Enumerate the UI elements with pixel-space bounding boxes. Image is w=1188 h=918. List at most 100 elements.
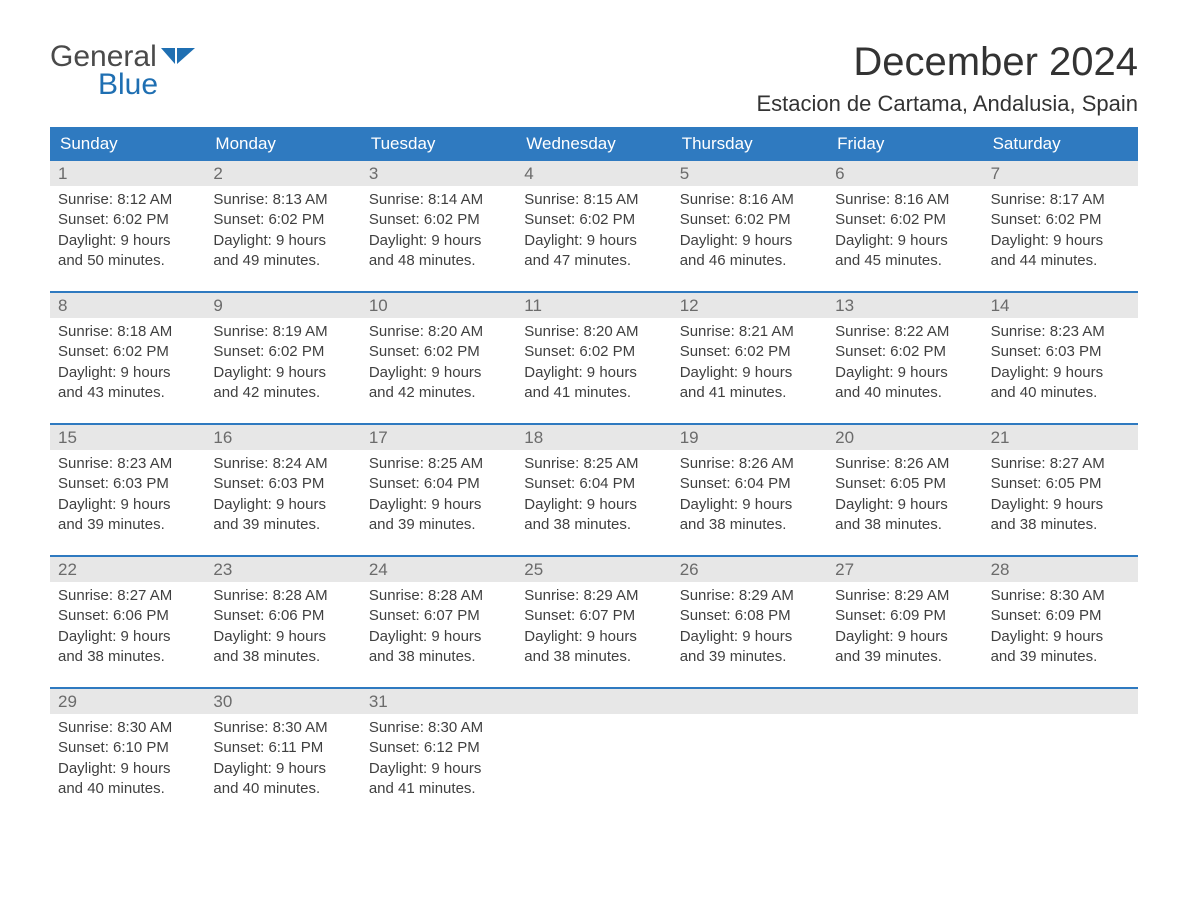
day-data: Sunrise: 8:29 AMSunset: 6:08 PMDaylight:… <box>672 582 827 673</box>
calendar-cell: 12Sunrise: 8:21 AMSunset: 6:02 PMDayligh… <box>672 293 827 409</box>
day-number: 15 <box>50 425 205 450</box>
day-data-line: Sunrise: 8:26 AM <box>835 454 974 474</box>
day-data-line: Sunrise: 8:26 AM <box>680 454 819 474</box>
dayheader-friday: Friday <box>827 127 982 161</box>
day-number: 26 <box>672 557 827 582</box>
day-data-line: Sunrise: 8:13 AM <box>213 190 352 210</box>
day-data: Sunrise: 8:23 AMSunset: 6:03 PMDaylight:… <box>50 450 205 541</box>
day-data: Sunrise: 8:26 AMSunset: 6:05 PMDaylight:… <box>827 450 982 541</box>
day-data-line: Sunrise: 8:24 AM <box>213 454 352 474</box>
day-number: 25 <box>516 557 671 582</box>
dayheader-wednesday: Wednesday <box>516 127 671 161</box>
day-data-line: and 41 minutes. <box>524 383 663 403</box>
day-data-line: and 50 minutes. <box>58 251 197 271</box>
calendar-cell: 25Sunrise: 8:29 AMSunset: 6:07 PMDayligh… <box>516 557 671 673</box>
day-number: 12 <box>672 293 827 318</box>
calendar-cell: 24Sunrise: 8:28 AMSunset: 6:07 PMDayligh… <box>361 557 516 673</box>
day-data-line: and 38 minutes. <box>991 515 1130 535</box>
calendar-cell: 13Sunrise: 8:22 AMSunset: 6:02 PMDayligh… <box>827 293 982 409</box>
day-data-line: and 38 minutes. <box>369 647 508 667</box>
day-number: 7 <box>983 161 1138 186</box>
day-number: 28 <box>983 557 1138 582</box>
day-data-line: Daylight: 9 hours <box>524 231 663 251</box>
calendar-cell: 30Sunrise: 8:30 AMSunset: 6:11 PMDayligh… <box>205 689 360 805</box>
day-data-line: Sunrise: 8:29 AM <box>524 586 663 606</box>
day-data-line: and 39 minutes. <box>58 515 197 535</box>
day-number: 11 <box>516 293 671 318</box>
calendar-cell <box>672 689 827 805</box>
day-data: Sunrise: 8:28 AMSunset: 6:06 PMDaylight:… <box>205 582 360 673</box>
day-data-line: Sunrise: 8:23 AM <box>991 322 1130 342</box>
day-data-line: Sunset: 6:02 PM <box>58 210 197 230</box>
day-number: 4 <box>516 161 671 186</box>
day-data-line: Daylight: 9 hours <box>369 231 508 251</box>
day-data-line: Sunrise: 8:29 AM <box>835 586 974 606</box>
calendar-cell: 1Sunrise: 8:12 AMSunset: 6:02 PMDaylight… <box>50 161 205 277</box>
month-title: December 2024 <box>756 40 1138 85</box>
day-data-line: Daylight: 9 hours <box>213 627 352 647</box>
calendar-cell: 5Sunrise: 8:16 AMSunset: 6:02 PMDaylight… <box>672 161 827 277</box>
day-number: 21 <box>983 425 1138 450</box>
calendar-cell: 8Sunrise: 8:18 AMSunset: 6:02 PMDaylight… <box>50 293 205 409</box>
day-data: Sunrise: 8:30 AMSunset: 6:10 PMDaylight:… <box>50 714 205 805</box>
day-data-line: Sunset: 6:02 PM <box>213 210 352 230</box>
day-data: Sunrise: 8:14 AMSunset: 6:02 PMDaylight:… <box>361 186 516 277</box>
dayheader-tuesday: Tuesday <box>361 127 516 161</box>
day-data: Sunrise: 8:27 AMSunset: 6:06 PMDaylight:… <box>50 582 205 673</box>
day-data <box>827 714 982 774</box>
day-data-line: Sunset: 6:02 PM <box>369 342 508 362</box>
day-data-line: Sunset: 6:05 PM <box>991 474 1130 494</box>
dayheader-thursday: Thursday <box>672 127 827 161</box>
day-data-line: and 43 minutes. <box>58 383 197 403</box>
day-data-line: Daylight: 9 hours <box>58 759 197 779</box>
day-number: 6 <box>827 161 982 186</box>
day-data-line: Sunset: 6:02 PM <box>835 210 974 230</box>
day-data-line: and 42 minutes. <box>369 383 508 403</box>
calendar-cell: 2Sunrise: 8:13 AMSunset: 6:02 PMDaylight… <box>205 161 360 277</box>
day-data-line: Sunrise: 8:25 AM <box>369 454 508 474</box>
day-data-line: Sunset: 6:02 PM <box>680 210 819 230</box>
day-data-line: Daylight: 9 hours <box>58 231 197 251</box>
day-data-line: Sunrise: 8:28 AM <box>369 586 508 606</box>
calendar-cell: 3Sunrise: 8:14 AMSunset: 6:02 PMDaylight… <box>361 161 516 277</box>
day-data-line: Sunset: 6:04 PM <box>369 474 508 494</box>
day-data-line: Daylight: 9 hours <box>524 363 663 383</box>
day-data-line: Sunset: 6:02 PM <box>369 210 508 230</box>
calendar-cell: 27Sunrise: 8:29 AMSunset: 6:09 PMDayligh… <box>827 557 982 673</box>
day-data: Sunrise: 8:19 AMSunset: 6:02 PMDaylight:… <box>205 318 360 409</box>
day-header-row: Sunday Monday Tuesday Wednesday Thursday… <box>50 127 1138 161</box>
day-data-line: and 38 minutes. <box>524 515 663 535</box>
day-data-line: Daylight: 9 hours <box>213 495 352 515</box>
day-data: Sunrise: 8:23 AMSunset: 6:03 PMDaylight:… <box>983 318 1138 409</box>
day-data <box>672 714 827 774</box>
day-data: Sunrise: 8:27 AMSunset: 6:05 PMDaylight:… <box>983 450 1138 541</box>
dayheader-sunday: Sunday <box>50 127 205 161</box>
day-data-line: Sunset: 6:11 PM <box>213 738 352 758</box>
day-data <box>983 714 1138 774</box>
day-data-line: Sunset: 6:04 PM <box>680 474 819 494</box>
day-number: 19 <box>672 425 827 450</box>
day-data <box>516 714 671 774</box>
day-number: 29 <box>50 689 205 714</box>
calendar-cell: 14Sunrise: 8:23 AMSunset: 6:03 PMDayligh… <box>983 293 1138 409</box>
day-data: Sunrise: 8:29 AMSunset: 6:07 PMDaylight:… <box>516 582 671 673</box>
calendar-cell: 9Sunrise: 8:19 AMSunset: 6:02 PMDaylight… <box>205 293 360 409</box>
day-data-line: Daylight: 9 hours <box>835 627 974 647</box>
day-data-line: and 42 minutes. <box>213 383 352 403</box>
day-data-line: Daylight: 9 hours <box>213 363 352 383</box>
day-number <box>672 689 827 714</box>
day-data-line: Sunrise: 8:30 AM <box>991 586 1130 606</box>
day-data-line: Sunrise: 8:20 AM <box>369 322 508 342</box>
day-number: 13 <box>827 293 982 318</box>
calendar-cell: 20Sunrise: 8:26 AMSunset: 6:05 PMDayligh… <box>827 425 982 541</box>
calendar-cell <box>983 689 1138 805</box>
day-data-line: Sunset: 6:09 PM <box>991 606 1130 626</box>
calendar-cell: 22Sunrise: 8:27 AMSunset: 6:06 PMDayligh… <box>50 557 205 673</box>
day-data-line: Daylight: 9 hours <box>524 495 663 515</box>
day-number: 9 <box>205 293 360 318</box>
day-data-line: and 38 minutes. <box>213 647 352 667</box>
day-data-line: Sunrise: 8:25 AM <box>524 454 663 474</box>
calendar-cell: 7Sunrise: 8:17 AMSunset: 6:02 PMDaylight… <box>983 161 1138 277</box>
day-data-line: and 39 minutes. <box>680 647 819 667</box>
day-number: 8 <box>50 293 205 318</box>
